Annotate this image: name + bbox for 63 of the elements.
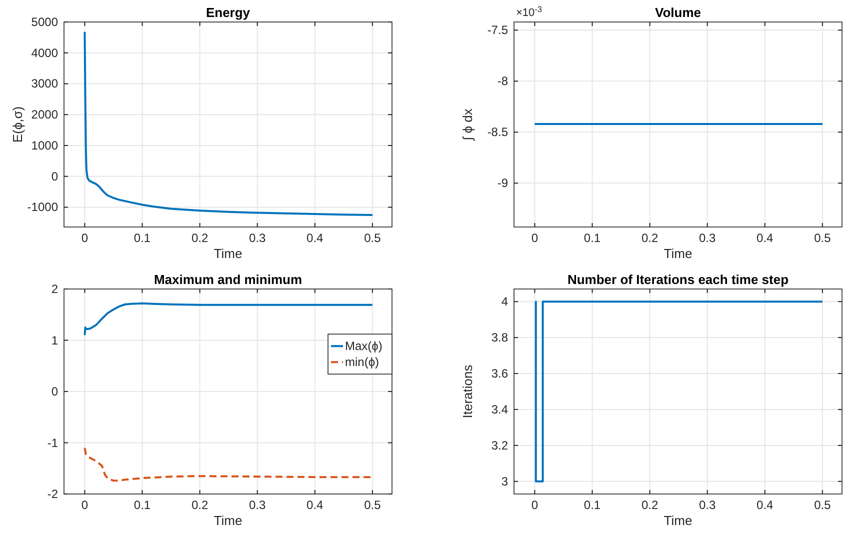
chart-title: Number of Iterations each time step xyxy=(567,272,789,287)
x-tick-label: 0.5 xyxy=(814,231,832,245)
y-tick-label: 1000 xyxy=(31,138,58,152)
x-tick-label: 0.5 xyxy=(364,231,382,245)
y-tick-label: 1 xyxy=(51,333,58,348)
text: ×10$^{-3}$ xyxy=(516,4,542,19)
x-axis-title: Time xyxy=(214,513,242,528)
x-tick-label: 0.3 xyxy=(699,231,716,245)
y-tick-label: 4000 xyxy=(31,46,58,60)
y-tick-label: -7.5 xyxy=(487,23,508,38)
x-axis-title: Time xyxy=(664,246,692,261)
x-tick-label: 0.3 xyxy=(699,498,716,512)
y-axis-title: Iterations xyxy=(460,364,475,418)
y-tick-label: 0 xyxy=(51,384,58,398)
y-tick-label: 3.8 xyxy=(491,330,508,345)
x-tick-label: 0.2 xyxy=(641,231,658,245)
x-axis-title: Time xyxy=(214,246,242,261)
x-tick-label: 0.4 xyxy=(756,498,774,512)
y-tick-label: -1 xyxy=(47,436,58,450)
x-tick-label: 0.1 xyxy=(584,498,601,512)
x-tick-label: 0.2 xyxy=(641,498,658,512)
y-tick-label: 3.4 xyxy=(491,402,508,416)
y-tick-label: -9 xyxy=(497,176,508,190)
y-tick-label: 4 xyxy=(501,294,508,309)
x-tick-label: 0.1 xyxy=(584,231,601,245)
x-tick-label: 0 xyxy=(531,498,538,512)
y-tick-label: -2 xyxy=(47,487,58,501)
y-tick-label: 3000 xyxy=(31,76,58,91)
legend-label: Max(ϕ) xyxy=(345,339,382,354)
x-tick-label: 0.5 xyxy=(364,498,382,512)
y-tick-label: 5000 xyxy=(31,15,58,29)
y-tick-label: 2 xyxy=(51,282,58,296)
y-tick-label: 3.6 xyxy=(491,366,508,381)
y-tick-label: 0 xyxy=(51,169,58,184)
x-tick-label: 0.2 xyxy=(191,231,208,245)
x-tick-label: 0.5 xyxy=(814,498,832,512)
x-axis-title: Time xyxy=(664,513,692,528)
x-tick-label: 0.1 xyxy=(134,231,151,245)
x-tick-label: 0.3 xyxy=(249,498,266,512)
line-series xyxy=(84,30,374,216)
chart-title: Volume xyxy=(655,5,701,20)
y-tick-label: 3 xyxy=(501,474,508,488)
x-tick-label: 0.4 xyxy=(756,231,774,245)
chart-title: Energy xyxy=(206,5,251,20)
line-series xyxy=(84,446,374,482)
legend-label: min(ϕ) xyxy=(345,355,380,370)
x-tick-label: 0.1 xyxy=(134,498,151,512)
y-axis-title: ∫ ϕ dx xyxy=(460,108,475,142)
chart-title: Maximum and minimum xyxy=(154,272,302,287)
line-series xyxy=(84,302,374,336)
x-tick-label: 0.4 xyxy=(306,231,324,245)
y-axis-title: E(ϕ,σ) xyxy=(10,106,25,143)
x-tick-label: 0 xyxy=(81,498,88,512)
y-tick-label: -1000 xyxy=(27,200,58,214)
y-tick-label: -8.5 xyxy=(487,125,508,140)
y-tick-label: 3.2 xyxy=(491,438,508,452)
x-tick-label: 0.2 xyxy=(191,498,208,512)
y-tick-label: 2000 xyxy=(31,108,58,122)
x-tick-label: 0 xyxy=(531,231,538,245)
x-tick-label: 0.4 xyxy=(306,498,324,512)
x-tick-label: 0.3 xyxy=(249,231,266,245)
x-tick-label: 0 xyxy=(81,231,88,245)
y-tick-label: -8 xyxy=(497,74,508,88)
